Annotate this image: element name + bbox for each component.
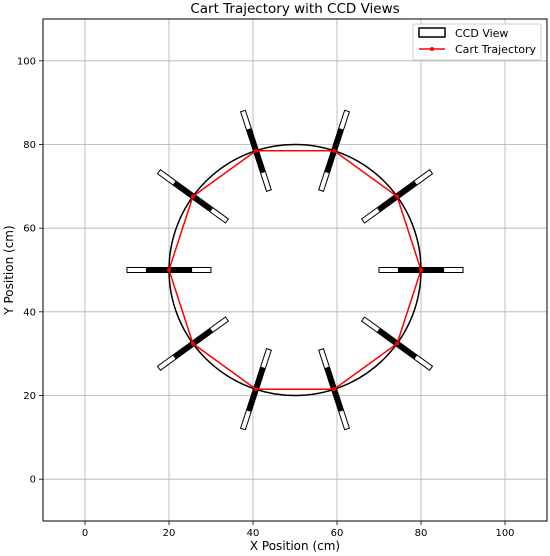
y-axis-label: Y Position (cm) [2,225,16,315]
x-tick-label: 0 [82,528,88,539]
legend-ccd-label: CCD View [455,27,508,40]
trajectory-point [190,194,195,199]
y-tick-label: 0 [30,475,36,486]
legend: CCD View Cart Trajectory [412,23,542,61]
ccd-views [126,109,464,431]
legend-trajectory-marker [430,47,434,51]
y-tick-label: 40 [23,307,36,318]
trajectory-point [167,268,171,272]
y-tick-label: 60 [23,224,36,235]
x-tick-label: 20 [163,528,176,539]
y-tick-label: 80 [23,140,36,151]
legend-trajectory-label: Cart Trajectory [455,43,537,56]
y-tick-label: 20 [23,391,36,402]
trajectory-point [419,268,423,272]
trajectory-point [332,387,337,392]
chart-title: Cart Trajectory with CCD Views [190,1,399,17]
plot-frame [42,18,548,522]
trajectory-point [395,194,400,199]
y-tick-label: 100 [17,56,36,67]
axis-ticks: 0 20 40 60 80 100 0 20 40 60 80 100 [17,56,515,539]
trajectory-point [395,341,400,346]
grid [43,19,547,521]
trajectory-point [190,341,195,346]
legend-ccd-swatch [418,27,446,38]
cart-trajectory [167,148,423,392]
x-tick-label: 80 [415,528,428,539]
trajectory-point [332,148,337,153]
x-tick-label: 60 [331,528,344,539]
x-tick-label: 100 [495,528,514,539]
trajectory-point [253,148,258,153]
trajectory-point [253,387,258,392]
x-tick-label: 40 [247,528,260,539]
x-axis-label: X Position (cm) [250,539,340,553]
